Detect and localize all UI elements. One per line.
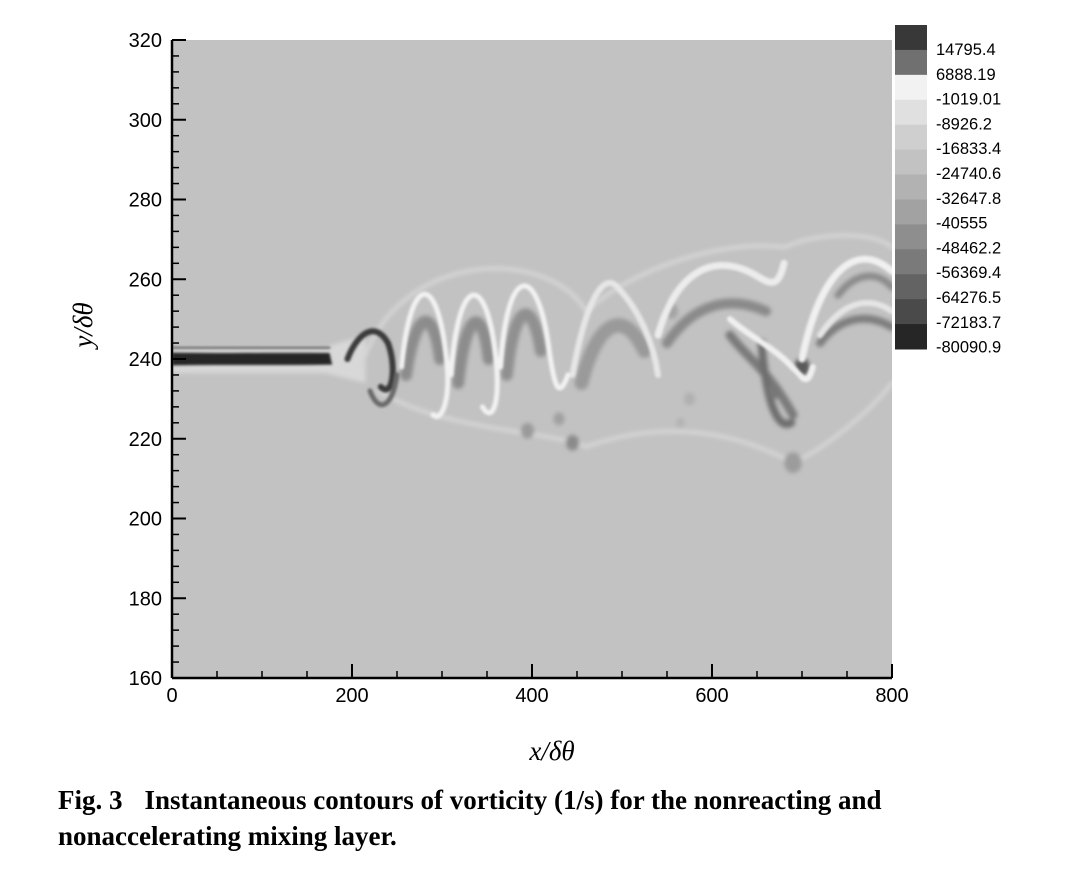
x-axis-label: x/δθ (528, 736, 574, 766)
y-tick-label: 200 (129, 509, 162, 531)
colorbar-swatch (895, 25, 927, 51)
colorbar-level-label: -32647.8 (936, 190, 1001, 208)
colorbar-swatch (895, 299, 927, 325)
x-tick-label: 600 (695, 685, 728, 707)
vortex-braid-light (654, 259, 788, 339)
vortex-core-dark (452, 316, 495, 389)
colorbar-swatch (895, 124, 927, 151)
x-tick-label: 400 (515, 685, 548, 707)
figure-caption: Fig. 3 Instantaneous contours of vorticit… (58, 782, 1048, 854)
colorbar-level-label: -64276.5 (936, 289, 1001, 307)
colorbar-swatch (895, 274, 927, 300)
colorbar-swatch (895, 99, 927, 126)
x-tick-label: 800 (875, 685, 908, 707)
colorbar-swatch (895, 224, 927, 250)
vortex-braid-light (727, 316, 816, 383)
y-axis-label: y/δθ (68, 302, 98, 350)
vortex-core-dark (834, 272, 892, 299)
colorbar-swatch (895, 149, 927, 176)
vorticity-field (172, 233, 892, 474)
vorticity-blob (553, 412, 565, 426)
vorticity-blob (684, 392, 695, 406)
vorticity-blob (520, 422, 535, 439)
y-tick-label: 280 (129, 190, 162, 212)
mixing-layer-lower-edge (377, 380, 892, 465)
rollup-vortex-1 (344, 328, 396, 393)
vortex-braid-light (448, 292, 500, 416)
colorbar-level-label: -40555 (936, 215, 987, 233)
caption-text: Instantaneous contours of vorticity (1/s… (58, 785, 882, 851)
vortex-core-dark (757, 339, 796, 428)
colorbar-swatch (895, 49, 927, 76)
colorbar-level-label: -56369.4 (936, 264, 1001, 282)
vorticity-blob (784, 452, 802, 474)
colorbar-swatch (895, 324, 927, 350)
vortex-braid-light (498, 283, 571, 391)
colorbar: 14795.4 6888.19 -1019.01 -8926.2 -16833.4 -24… (895, 25, 1001, 357)
vorticity-blob (565, 434, 580, 451)
vorticity-blob (676, 417, 685, 428)
mixing-layer-upper-edge (359, 233, 892, 369)
colorbar-level-label: -8926.2 (936, 115, 992, 133)
colorbar-swatch (895, 199, 927, 225)
vortex-core-dark (400, 315, 447, 381)
colorbar-level-label: -72183.7 (936, 314, 1001, 332)
contour-layer-sharp (172, 255, 892, 419)
colorbar-level-label: -1019.01 (936, 91, 1001, 109)
y-tick-label: 180 (129, 588, 162, 610)
y-tick-label: 220 (129, 429, 162, 451)
plot-area (172, 40, 892, 678)
vortex-braid-light (569, 279, 661, 378)
vortex-core-dark (500, 308, 547, 381)
vortex-core-dark (662, 298, 771, 349)
x-tick-label: 200 (335, 685, 368, 707)
colorbar-level-label: 6888.19 (936, 66, 996, 84)
x-tick-label: 0 (166, 685, 177, 707)
y-tick-label: 260 (129, 269, 162, 291)
vortex-core-dark (816, 314, 892, 348)
y-tick-label: 300 (129, 110, 162, 132)
colorbar-swatch (895, 174, 927, 200)
colorbar-swatch (895, 74, 927, 101)
caption-figure-number: Fig. 3 (58, 785, 123, 815)
colorbar-level-label: -80090.9 (936, 339, 1001, 357)
y-tick-label: 320 (129, 30, 162, 52)
vortex-braid-light (817, 299, 892, 339)
axes: 0 200 400 600 800 160 180 200 220 240 260 280 300 320 (129, 30, 909, 707)
colorbar-level-label: -24740.6 (936, 165, 1001, 183)
colorbar-swatch (895, 249, 927, 275)
rollup-vortex-1b (367, 372, 400, 408)
colorbar-level-label: -48462.2 (936, 239, 1001, 257)
y-tick-label: 240 (129, 349, 162, 371)
shear-layer-core (172, 352, 333, 366)
colorbar-level-label: 14795.4 (936, 41, 996, 59)
vortex-braid-light (798, 255, 892, 363)
vortex-core-dark (725, 330, 798, 420)
vortex-core-dark (574, 318, 652, 390)
colorbar-level-label: -16833.4 (936, 140, 1001, 158)
y-tick-label: 160 (129, 668, 162, 690)
vorticity-blob (768, 383, 782, 399)
vortex-braid-light (399, 291, 451, 419)
